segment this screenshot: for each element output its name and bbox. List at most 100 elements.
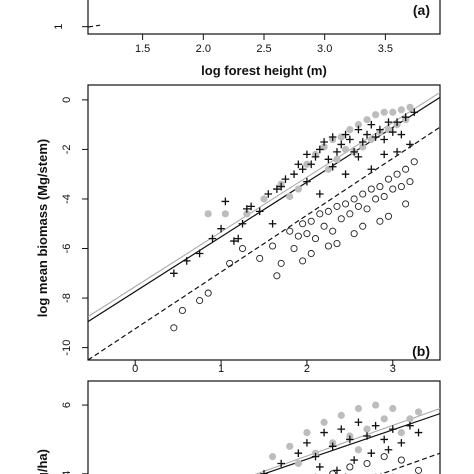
panel-b-open-circle-point [307,217,315,225]
panel-b-open-circle-point [402,165,410,173]
panel-c-plot-layer [254,401,440,474]
panel-b-fit-line-2 [88,126,440,360]
panel-a-x-tick-label: 3.0 [317,43,332,55]
panel-b-filled-circle-point [333,155,341,163]
panel-b-filled-circle-point [303,160,311,168]
panel-b-open-circle-point [286,227,294,235]
panel-b-plus-point [221,197,230,206]
panel-c-open-circle-point [346,463,354,471]
panel-a-plot-layer [88,24,101,28]
panel-b-open-circle-point [367,185,375,193]
panel-b-filled-circle-point [397,106,405,114]
panel-b-plus-point [371,133,380,141]
panel-b-open-circle-point [333,240,341,248]
panel-c-open-circle-point [380,453,388,461]
panel-b-plus-point [195,249,204,258]
panel-b-y-tick-label: -8 [61,293,73,303]
panel-b-x-tick-label: 0 [132,363,138,375]
panel-b-plus-point [303,150,311,159]
panel-c-filled-circle-point [320,418,328,426]
panel-b-plot-layer [88,91,440,360]
panel-b-open-circle-point [324,242,332,250]
panel-b-open-circle-point [320,222,328,230]
panel-a-x-tick-label: 1.5 [135,43,150,55]
panel-b-y-axis-label: log mean biomass (Mg/stem) [35,139,50,317]
panel-b-open-circle-point [350,195,358,203]
panel-b-open-circle-point [337,215,345,223]
panel-c-y-tick-label: 6 [61,402,73,408]
panel-c-plus-point [367,449,376,457]
panel-b-open-circle-point [299,220,307,228]
panel-b-open-circle-point [204,289,212,297]
panel-c-fit-line-1 [254,407,440,474]
panel-b-plus-point [354,153,363,161]
panel-c-plus-point [303,439,311,447]
panel-a-frame [87,0,441,35]
panel-c-plus-point [363,432,371,440]
panel-b-plus-point [298,165,307,174]
panel-b-filled-circle-point [359,143,367,151]
panel-b-filled-circle-point [294,185,302,193]
panel-b-filled-circle-point [367,135,375,144]
panel-b-open-circle-point [324,207,332,215]
panel-b-tick-layer: 0 1 2 3 0 -2 -4 -6 -8 -10 [61,97,396,375]
panel-c-y-axis-label: Mg/ha) [35,449,50,474]
panel-b-plus-point [363,130,371,139]
panel-b-open-circle-point [406,178,414,186]
panel-b-plus-point [337,140,346,149]
panel-b-frame [87,84,441,361]
panel-b-plus-point [410,108,419,117]
panel-c-plus-point [384,445,393,454]
panel-b-open-circle-point [256,254,264,262]
panel-c-plus-point [371,421,380,430]
panel-c-plus-point [320,428,328,437]
panel-c-plus-point [333,466,341,474]
panel-c-plus-point [388,425,397,433]
panel-b-open-circle-point [342,200,350,208]
panel-b-open-circle-point [410,158,418,166]
panel-a-tick-layer: 1.5 2.0 2.5 3.0 3.5 1 [53,24,393,55]
panel-b-plus-point [328,133,337,141]
panel-c-fit-line-0 [261,413,440,474]
panel-b-plus-point [208,234,217,243]
panel-c-plus-point [414,428,423,437]
panel-b-y-tick-label: -4 [61,194,73,204]
panel-b-open-circle-point [303,230,311,238]
panel-a-x-tick-label: 3.5 [378,43,393,55]
panel-b-plus-point [367,120,376,129]
panel-b-plus-point [341,170,350,178]
panel-b-open-circle-point [290,244,298,253]
panel-c-filled-circle-point [406,415,414,423]
panel-b-plus-point [380,150,388,159]
panel-b-open-circle-point [238,244,247,253]
panel-c-open-circle-point [414,466,423,474]
panel-c-filled-circle-point [389,404,397,413]
panel-c-filled-circle-point [268,453,277,461]
panel-b-y-tick-label: -2 [61,145,73,155]
panel-b-plus-point [328,162,337,171]
panel-b-open-circle-point [299,257,307,265]
panel-b-filled-circle-point [320,143,328,151]
panel-b-plus-point [230,237,238,245]
panel-b-open-circle-point [359,190,367,198]
panel-b-fit-line-1 [88,91,440,318]
panel-c-filled-circle-point [372,401,380,409]
panel-b-x-tick-label: 2 [304,363,310,375]
panel-b-plus-point [217,224,225,233]
panel-c-plus-point [397,439,406,447]
panel-b-filled-circle-point [286,192,294,201]
panel-b-open-circle-point [350,230,358,238]
panel-b-filled-circle-point [324,165,332,173]
panel-c-tick-layer: 64 [61,402,88,474]
panel-b-plus-point [341,130,350,139]
panel-b-filled-circle-point [363,116,371,124]
panel-b-open-circle-point [376,217,384,225]
panel-c-filled-circle-point [303,428,311,437]
panel-b-plus-point [376,125,384,134]
panel-b-plus-point [307,160,316,169]
panel-b-open-circle-point [397,183,405,191]
panel-c-filled-circle-point [414,408,423,416]
panel-b-x-tick-label: 3 [390,363,396,375]
panel-b-plus-point [311,153,320,161]
panel-b-open-circle-point [170,324,178,332]
